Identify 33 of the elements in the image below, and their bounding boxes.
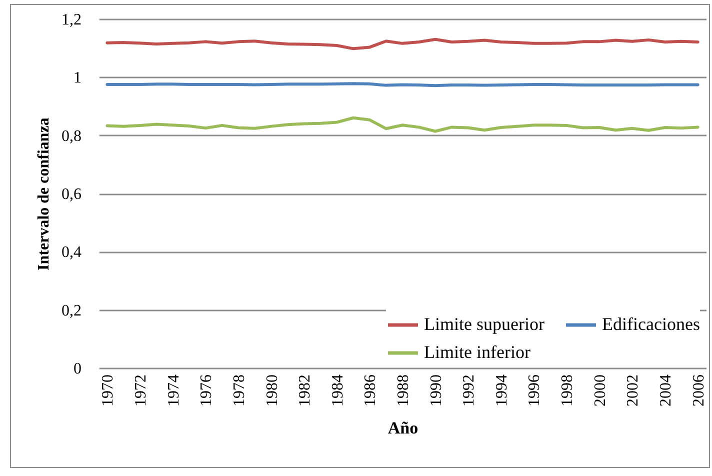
legend-label: Limite supuerior <box>424 314 544 334</box>
y-tick-label: 1,2 <box>62 12 82 28</box>
y-tick-label: 0,6 <box>62 186 82 203</box>
x-tick-label: 1988 <box>395 374 412 406</box>
x-tick-label: 1994 <box>493 374 510 406</box>
x-tick-label: 1984 <box>329 374 346 406</box>
x-tick-label: 1970 <box>100 374 117 406</box>
x-tick-label: 1990 <box>428 374 445 406</box>
x-tick-label: 1980 <box>264 374 281 406</box>
x-tick-label: 1992 <box>460 374 478 406</box>
x-axis-title: Año <box>388 418 418 438</box>
y-axis-title: Intervalo de confianza <box>36 118 52 270</box>
y-tick-label: 0,8 <box>62 128 82 145</box>
x-tick-label: 1996 <box>526 374 544 406</box>
y-tick-label: 0,2 <box>62 302 82 320</box>
x-tick-label: 1986 <box>362 374 380 406</box>
x-tick-label: 1982 <box>296 374 314 406</box>
y-tick-label: 0 <box>74 360 82 378</box>
x-tick-label: 2002 <box>624 374 642 406</box>
x-tick-label: 1978 <box>230 374 248 406</box>
x-tick-label: 2000 <box>592 374 609 406</box>
line-series <box>106 116 700 133</box>
legend-label: Edificaciones <box>602 314 700 334</box>
y-tick-label: 1 <box>74 70 82 87</box>
x-tick-label: 1998 <box>559 374 576 406</box>
legend-label: Limite inferior <box>424 342 530 362</box>
x-tick-label: 1976 <box>198 374 216 406</box>
x-tick-label: 1974 <box>165 374 182 406</box>
x-tick-label: 2006 <box>690 374 708 406</box>
line-series <box>106 38 700 50</box>
x-tick-label: 2004 <box>657 374 674 406</box>
y-tick-label: 0,4 <box>62 244 82 262</box>
x-tick-label: 1972 <box>132 374 150 406</box>
